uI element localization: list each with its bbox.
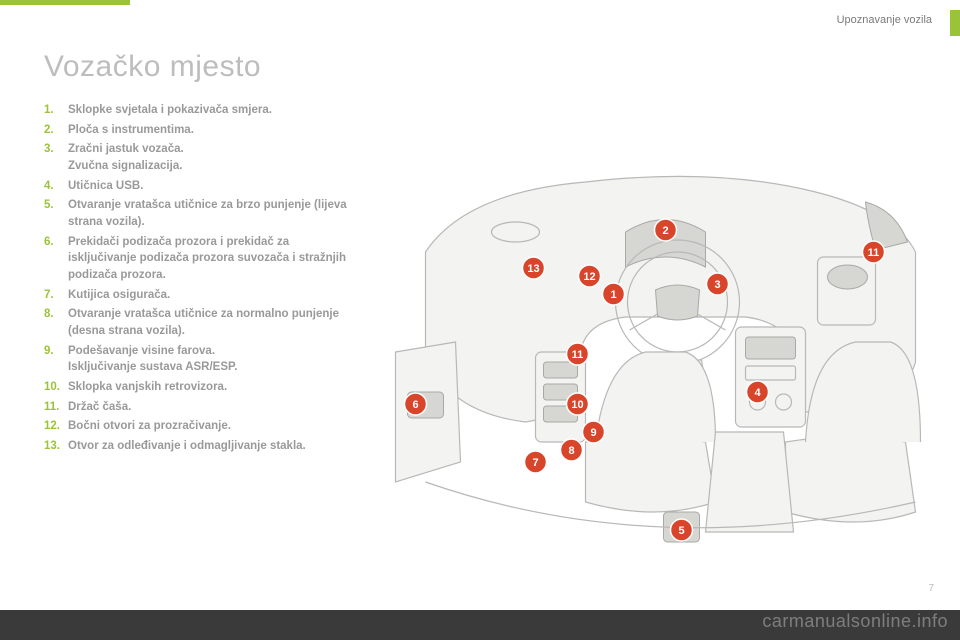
page-title: Vozačko mjesto	[44, 50, 934, 84]
svg-text:9: 9	[590, 427, 596, 439]
list-item-number: 13.	[44, 438, 68, 455]
dashboard-svg: 1234567891011111213	[377, 102, 934, 562]
list-item-number: 11.	[44, 399, 68, 416]
list-item: 7.Kutijica osigurača.	[44, 287, 359, 304]
svg-text:6: 6	[412, 399, 418, 411]
svg-text:3: 3	[714, 279, 720, 291]
list-item-text: Utičnica USB.	[68, 178, 359, 195]
list-item-text: Držač čaša.	[68, 399, 359, 416]
svg-text:10: 10	[571, 399, 583, 411]
list-item-number: 5.	[44, 197, 68, 230]
list-item-text: Otvaranje vratašca utičnice za brzo punj…	[68, 197, 359, 230]
svg-text:4: 4	[754, 387, 761, 399]
list-item-number: 2.	[44, 122, 68, 139]
svg-text:8: 8	[568, 445, 574, 457]
list-item-number: 8.	[44, 306, 68, 339]
callout-marker-10: 10	[567, 393, 589, 415]
callout-marker-12: 12	[579, 265, 601, 287]
svg-text:5: 5	[678, 525, 684, 537]
page-number: 7	[928, 583, 934, 594]
callout-marker-8: 8	[561, 439, 583, 461]
feature-list-column: 1.Sklopke svjetala i pokazivača smjera.2…	[44, 102, 359, 562]
callout-marker-7: 7	[525, 451, 547, 473]
svg-text:11: 11	[868, 247, 880, 259]
callout-marker-5: 5	[671, 519, 693, 541]
svg-text:13: 13	[527, 263, 539, 275]
list-item: 13.Otvor za odleđivanje i odmagljivanje …	[44, 438, 359, 455]
list-item: 9.Podešavanje visine farova.Isključivanj…	[44, 343, 359, 376]
list-item-number: 4.	[44, 178, 68, 195]
accent-bar	[0, 0, 130, 5]
feature-list: 1.Sklopke svjetala i pokazivača smjera.2…	[44, 102, 359, 455]
list-item-text: Sklopke svjetala i pokazivača smjera.	[68, 102, 359, 119]
list-item: 12.Bočni otvori za prozračivanje.	[44, 418, 359, 435]
svg-text:2: 2	[662, 225, 668, 237]
callout-marker-11: 11	[863, 241, 885, 263]
svg-text:11: 11	[572, 349, 584, 361]
content-area: Vozačko mjesto 1.Sklopke svjetala i poka…	[44, 50, 934, 562]
section-label: Upoznavanje vozila	[837, 14, 932, 26]
watermark: carmanualsonline.info	[762, 611, 948, 632]
list-item: 4.Utičnica USB.	[44, 178, 359, 195]
list-item-text: Otvaranje vratašca utičnice za normalno …	[68, 306, 359, 339]
list-item-text: Sklopka vanjskih retrovizora.	[68, 379, 359, 396]
list-item-number: 3.	[44, 141, 68, 174]
list-item-text: Ploča s instrumentima.	[68, 122, 359, 139]
manual-page: Upoznavanje vozila Vozačko mjesto 1.Sklo…	[0, 0, 960, 610]
list-item: 8.Otvaranje vratašca utičnice za normaln…	[44, 306, 359, 339]
list-item: 1.Sklopke svjetala i pokazivača smjera.	[44, 102, 359, 119]
list-item-number: 6.	[44, 234, 68, 284]
callout-marker-11: 11	[567, 343, 589, 365]
list-item: 11.Držač čaša.	[44, 399, 359, 416]
side-tab	[950, 10, 960, 36]
list-item-number: 9.	[44, 343, 68, 376]
list-item-text: Otvor za odleđivanje i odmagljivanje sta…	[68, 438, 359, 455]
list-item: 2.Ploča s instrumentima.	[44, 122, 359, 139]
callout-marker-2: 2	[655, 219, 677, 241]
callout-marker-4: 4	[747, 381, 769, 403]
dashboard-diagram: 1234567891011111213	[377, 102, 934, 562]
callout-marker-1: 1	[603, 283, 625, 305]
callout-marker-3: 3	[707, 273, 729, 295]
callout-marker-9: 9	[583, 421, 605, 443]
svg-text:1: 1	[610, 289, 616, 301]
callout-marker-13: 13	[523, 257, 545, 279]
list-item-text: Zračni jastuk vozača.Zvučna signalizacij…	[68, 141, 359, 174]
list-item-number: 10.	[44, 379, 68, 396]
svg-text:12: 12	[583, 271, 595, 283]
list-item-text: Prekidači podizača prozora i prekidač za…	[68, 234, 359, 284]
list-item: 10.Sklopka vanjskih retrovizora.	[44, 379, 359, 396]
list-item-text: Bočni otvori za prozračivanje.	[68, 418, 359, 435]
list-item-number: 12.	[44, 418, 68, 435]
callout-marker-6: 6	[405, 393, 427, 415]
list-item: 3.Zračni jastuk vozača.Zvučna signalizac…	[44, 141, 359, 174]
list-item-text: Kutijica osigurača.	[68, 287, 359, 304]
list-item-text: Podešavanje visine farova.Isključivanje …	[68, 343, 359, 376]
list-item: 6.Prekidači podizača prozora i prekidač …	[44, 234, 359, 284]
list-item-number: 1.	[44, 102, 68, 119]
svg-text:7: 7	[532, 457, 538, 469]
list-item: 5.Otvaranje vratašca utičnice za brzo pu…	[44, 197, 359, 230]
list-item-number: 7.	[44, 287, 68, 304]
